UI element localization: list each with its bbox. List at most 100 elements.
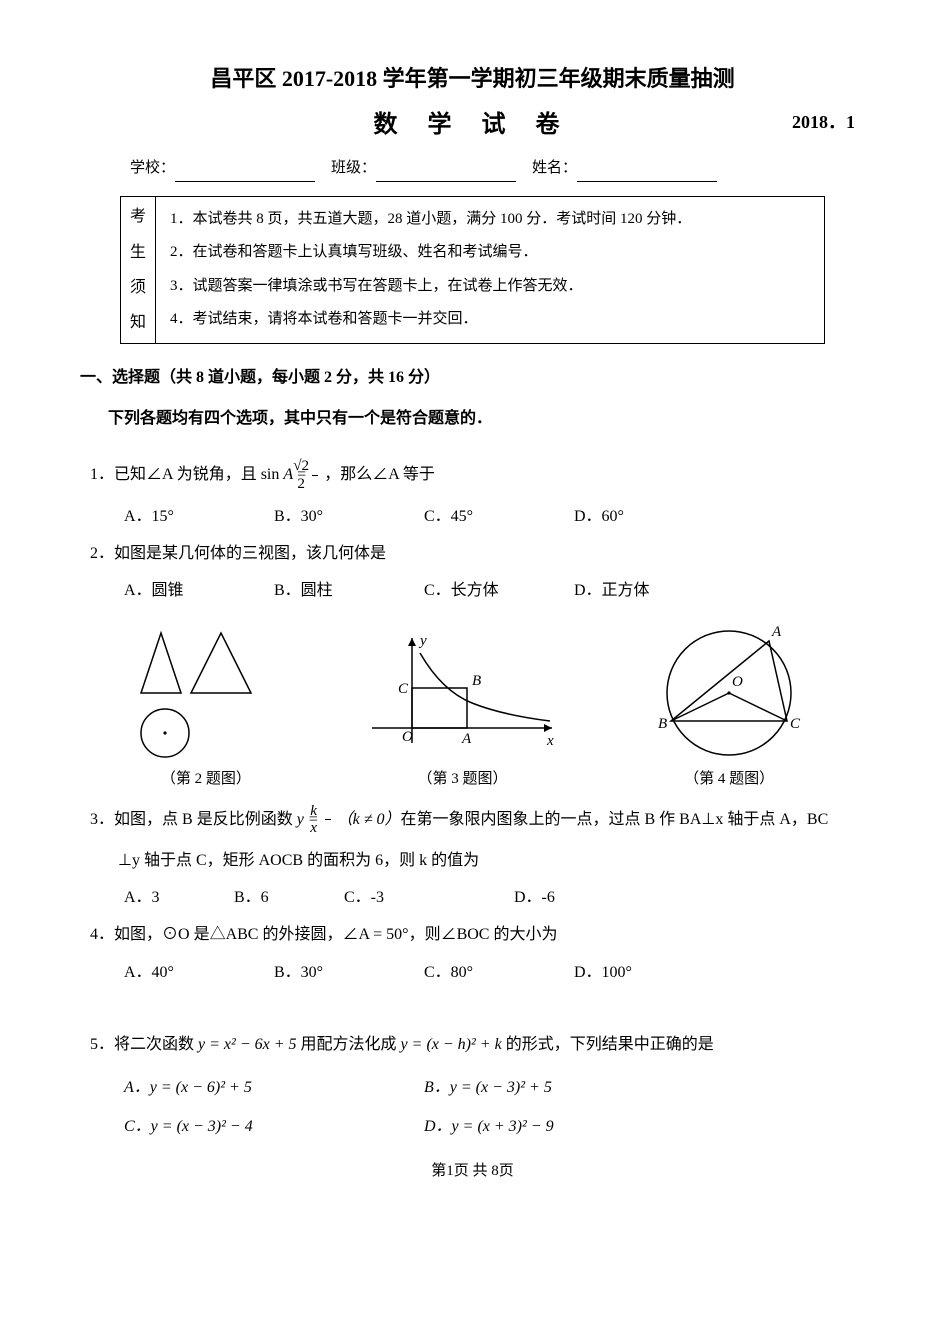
title-sub: 数 学 试 卷 2018．1	[90, 105, 855, 146]
notice-left-1: 生	[121, 235, 155, 270]
q1-text-after: ，那么∠A 等于	[320, 466, 435, 483]
q4-opts: A．40° B．30° C．80° D．100°	[124, 959, 855, 986]
title-main: 昌平区 2017-2018 学年第一学期初三年级期末质量抽测	[90, 60, 855, 97]
q1-opt-b: B．30°	[274, 503, 424, 530]
section1-desc: 下列各题均有四个选项，其中只有一个是符合题意的．	[108, 405, 855, 432]
q5-num: 5．	[90, 1036, 114, 1053]
fig3-svg: O A B C y x	[362, 633, 562, 763]
q5-opt-d: D．y = (x + 3)² − 9	[424, 1113, 724, 1140]
fig-captions: （第 2 题图） （第 3 题图） （第 4 题图）	[90, 767, 855, 793]
name-blank	[577, 166, 717, 182]
q1-frac-den: 2	[312, 476, 318, 493]
q3-line2: ⊥y 轴于点 C，矩形 AOCB 的面积为 6，则 k 的值为	[90, 847, 855, 874]
notice-item-3: 4．考试结束，请将本试卷和答题卡一并交回．	[170, 303, 810, 337]
q5: 5．将二次函数 y = x² − 6x + 5 用配方法化成 y = (x − …	[90, 1031, 855, 1058]
figcap-3: （第 3 题图）	[362, 767, 562, 793]
q4: 4．如图，⊙O 是△ABC 的外接圆，∠A = 50°，则∠BOC 的大小为	[90, 921, 855, 948]
fig4-B: B	[658, 716, 667, 732]
school-blank	[175, 166, 315, 182]
q1-opts: A．15° B．30° C．45° D．60°	[124, 503, 855, 530]
q3-fden: x	[325, 820, 331, 837]
fig4-C: C	[790, 716, 801, 732]
q3-neq: （k ≠ 0）	[337, 810, 401, 827]
notice-left-3: 知	[121, 305, 155, 340]
title-sub-text: 数 学 试 卷	[374, 112, 572, 138]
figcap-2: （第 2 题图）	[131, 767, 281, 793]
fig3-x: x	[546, 733, 554, 749]
fig2-tri1	[141, 633, 181, 693]
q5-expr1: y = x² − 6x + 5	[198, 1036, 297, 1053]
fig4-A: A	[771, 624, 782, 640]
fig4-O: O	[732, 674, 743, 690]
q5-opt-c: C．y = (x − 3)² − 4	[124, 1113, 424, 1140]
pager: 第1页 共 8页	[90, 1159, 855, 1185]
fig3-O: O	[402, 729, 413, 745]
notice-item-1: 2．在试卷和答题卡上认真填写班级、姓名和考试编号．	[170, 236, 810, 270]
q1-num: 1．	[90, 466, 114, 483]
fig3-B: B	[472, 673, 481, 689]
fig2-tri2	[191, 633, 251, 693]
q1-frac-num: √2	[312, 458, 318, 476]
notice-item-0: 1．本试卷共 8 页，共五道大题，28 道小题，满分 100 分．考试时间 12…	[170, 203, 810, 237]
q1-A: A	[283, 466, 293, 483]
figures-row: O A B C y x A B C O	[90, 618, 855, 763]
q2-num: 2．	[90, 545, 114, 562]
q5-mid: 用配方法化成	[297, 1036, 401, 1053]
q2-opt-d: D．正方体	[574, 577, 724, 604]
q3-mid: 在第一象限内图象上的一点，过点 B 作 BA⊥x 轴于点 A，BC	[401, 810, 829, 827]
q4-opt-d: D．100°	[574, 959, 724, 986]
q1-opt-d: D．60°	[574, 503, 724, 530]
q1-text-before: 已知∠A 为锐角，且 sin	[114, 466, 283, 483]
notice-left-cell: 考 生 须 知	[121, 196, 156, 343]
section1-head: 一、选择题（共 8 道小题，每小题 2 分，共 16 分）	[80, 364, 855, 391]
fig2-dot	[163, 731, 166, 734]
notice-left-0: 考	[121, 199, 155, 234]
fig3-rect	[412, 688, 467, 728]
q2-opts: A．圆锥 B．圆柱 C．长方体 D．正方体	[124, 577, 855, 604]
q2-opt-a: A．圆锥	[124, 577, 274, 604]
q3-opts: A．3 B．6 C．-3 D．-6	[124, 884, 855, 911]
q5-opt-a: A．y = (x − 6)² + 5	[124, 1074, 424, 1101]
q5-opts-row1: A．y = (x − 6)² + 5 B．y = (x − 3)² + 5	[124, 1074, 855, 1101]
fig4-OC	[729, 693, 787, 721]
fig4-Odot	[728, 691, 731, 694]
q3-num: 3．	[90, 810, 114, 827]
name-label: 姓名：	[532, 160, 577, 176]
q1: 1．已知∠A 为锐角，且 sin A = √22 ，那么∠A 等于	[90, 458, 855, 492]
fig4-triangle	[671, 641, 787, 721]
notice-table: 考 生 须 知 1．本试卷共 8 页，共五道大题，28 道小题，满分 100 分…	[120, 196, 825, 344]
exam-date: 2018．1	[792, 107, 855, 138]
q5-post: 的形式，下列结果中正确的是	[502, 1036, 714, 1053]
q5-opts-row2: C．y = (x − 3)² − 4 D．y = (x + 3)² − 9	[124, 1113, 855, 1140]
q2: 2．如图是某几何体的三视图，该几何体是	[90, 540, 855, 567]
q2-opt-c: C．长方体	[424, 577, 574, 604]
q5-opt-b: B．y = (x − 3)² + 5	[424, 1074, 724, 1101]
q4-opt-a: A．40°	[124, 959, 274, 986]
q4-num: 4．	[90, 926, 114, 943]
fig3-y: y	[418, 633, 427, 649]
q4-opt-c: C．80°	[424, 959, 574, 986]
school-label: 学校：	[130, 160, 175, 176]
fig3-xarrow	[544, 724, 552, 732]
fig3-C: C	[398, 681, 409, 697]
q4-text: 如图，⊙O 是△ABC 的外接圆，∠A = 50°，则∠BOC 的大小为	[114, 926, 557, 943]
q5-pre: 将二次函数	[114, 1036, 198, 1053]
info-line: 学校： 班级： 姓名：	[130, 156, 855, 182]
class-blank	[376, 166, 516, 182]
notice-right-cell: 1．本试卷共 8 页，共五道大题，28 道小题，满分 100 分．考试时间 12…	[156, 196, 825, 343]
fig4-svg: A B C O	[644, 618, 814, 763]
q2-opt-b: B．圆柱	[274, 577, 424, 604]
fig3-yarrow	[408, 638, 416, 646]
q3-pre: 如图，点 B 是反比例函数	[114, 810, 297, 827]
q4-opt-b: B．30°	[274, 959, 424, 986]
q5-expr2: y = (x − h)² + k	[401, 1036, 502, 1053]
notice-item-2: 3．试题答案一律填涂或书写在答题卡上，在试卷上作答无效．	[170, 270, 810, 304]
q3-opt-a: A．3	[124, 884, 234, 911]
q3-opt-c: C．-3	[344, 884, 514, 911]
fig2-svg	[131, 623, 281, 763]
q3-opt-b: B．6	[234, 884, 344, 911]
q3-fnum: k	[325, 803, 331, 821]
class-label: 班级：	[331, 160, 376, 176]
figcap-4: （第 4 题图）	[644, 767, 814, 793]
fig3-curve	[420, 653, 550, 721]
